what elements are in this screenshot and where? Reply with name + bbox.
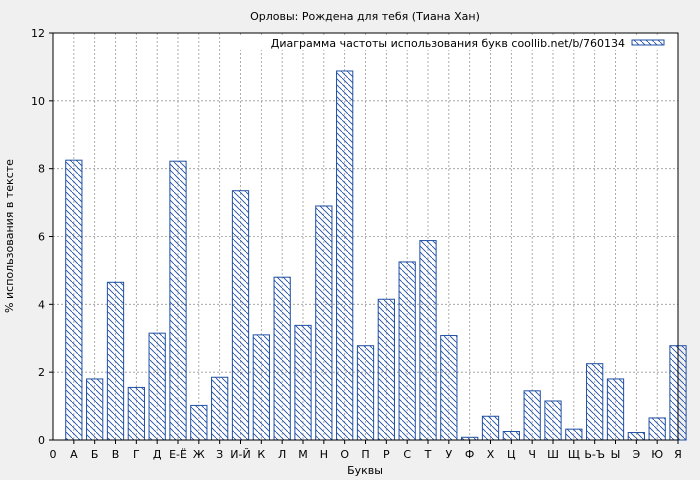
x-tick-label: Б	[91, 448, 99, 461]
x-tick-label: Ш	[547, 448, 559, 461]
x-tick-label: В	[112, 448, 120, 461]
x-tick-label: Ы	[611, 448, 621, 461]
bar	[148, 332, 166, 441]
bar	[398, 261, 416, 441]
x-tick-label: О	[340, 448, 349, 461]
x-tick-label: Д	[153, 448, 162, 461]
x-axis: 0 А Б В Г Д Е-Ё Ж З И-Й К Л М Н О П Р С Т У Ф Х Ц Ч Ш Щ Ь-Ъ Ы Э Ю Я	[50, 440, 682, 461]
bar	[502, 431, 520, 441]
x-tick-label: И-Й	[230, 448, 250, 461]
x-tick-label: Ф	[465, 448, 474, 461]
chart-title: Орловы: Рождена для тебя (Тиана Хан)	[250, 10, 480, 23]
y-tick-label: 2	[38, 366, 45, 379]
bar	[273, 276, 291, 441]
bar	[565, 428, 583, 441]
bar	[231, 190, 250, 441]
bar	[481, 415, 500, 441]
bar	[627, 432, 645, 441]
x-tick-label: А	[70, 448, 78, 461]
x-tick-label: Л	[278, 448, 286, 461]
x-tick-label: Щ	[568, 448, 580, 461]
legend-label: Диаграмма частоты использования букв coo…	[271, 37, 625, 50]
x-tick-label: У	[445, 448, 452, 461]
x-tick-label: Н	[320, 448, 328, 461]
bar	[127, 386, 145, 441]
bar	[419, 240, 437, 441]
legend: Диаграмма частоты использования букв coo…	[240, 36, 672, 50]
bar	[65, 159, 83, 441]
x-tick-label: Е-Ё	[169, 448, 187, 461]
y-axis: 0 2 4 6 8 10 12	[31, 27, 53, 447]
x-tick-label: Ч	[528, 448, 536, 461]
x-axis-label: Буквы	[347, 464, 383, 477]
x-tick-label: К	[257, 448, 265, 461]
bar	[586, 363, 604, 441]
x-tick-label: Ж	[193, 448, 205, 461]
bar	[106, 281, 125, 441]
legend-background	[240, 36, 672, 50]
x-origin-label: 0	[50, 448, 57, 461]
bar	[294, 324, 312, 441]
y-tick-label: 4	[38, 298, 45, 311]
bar	[315, 205, 333, 441]
x-tick-label: Х	[487, 448, 495, 461]
x-tick-label: Ц	[507, 448, 516, 461]
y-tick-label: 6	[38, 231, 45, 244]
x-tick-label: М	[298, 448, 308, 461]
x-tick-label: Г	[133, 448, 140, 461]
y-axis-label: % использования в тексте	[3, 159, 16, 313]
x-tick-label: Ю	[651, 448, 663, 461]
bar	[523, 390, 541, 441]
y-tick-label: 8	[38, 163, 45, 176]
bar	[86, 378, 104, 441]
bar	[377, 298, 395, 441]
y-tick-label: 10	[31, 95, 45, 108]
bar	[211, 376, 229, 441]
bar	[440, 335, 458, 441]
bar	[544, 400, 562, 441]
bar	[648, 417, 666, 441]
y-tick-label: 0	[38, 434, 45, 447]
bar	[336, 70, 354, 441]
bar	[606, 378, 625, 441]
x-tick-label: Ь-Ъ	[584, 448, 605, 461]
bar	[169, 160, 187, 441]
bar	[356, 345, 375, 441]
x-tick-label: З	[216, 448, 223, 461]
legend-swatch	[631, 39, 665, 46]
bar	[252, 334, 270, 441]
x-tick-label: Я	[674, 448, 682, 461]
x-tick-label: П	[361, 448, 369, 461]
x-tick-label: Э	[632, 448, 640, 461]
bar	[190, 404, 208, 441]
x-tick-label: Р	[383, 448, 390, 461]
y-tick-label: 12	[31, 27, 45, 40]
x-tick-label: Т	[424, 448, 432, 461]
x-tick-label: С	[403, 448, 411, 461]
